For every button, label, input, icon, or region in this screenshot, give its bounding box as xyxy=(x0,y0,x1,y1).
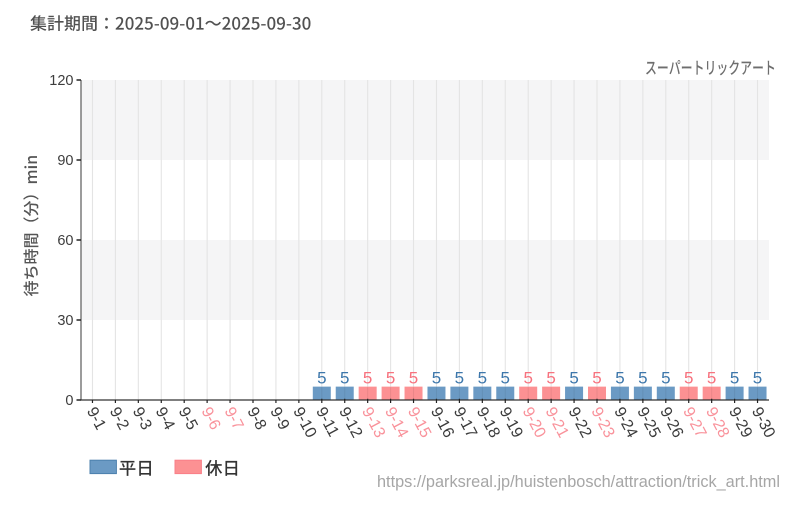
svg-text:5: 5 xyxy=(409,369,418,388)
svg-text:60: 60 xyxy=(57,233,73,249)
svg-text:5: 5 xyxy=(386,369,395,388)
svg-text:5: 5 xyxy=(753,369,762,388)
svg-text:90: 90 xyxy=(57,153,73,169)
svg-text:5: 5 xyxy=(317,369,326,388)
svg-text:5: 5 xyxy=(569,369,578,388)
svg-text:5: 5 xyxy=(638,369,647,388)
svg-text:5: 5 xyxy=(684,369,693,388)
svg-text:5: 5 xyxy=(615,369,624,388)
svg-text:0: 0 xyxy=(65,393,73,409)
svg-text:5: 5 xyxy=(478,369,487,388)
svg-text:https://parksreal.jp/huistenbo: https://parksreal.jp/huistenbosch/attrac… xyxy=(377,473,780,491)
svg-text:120: 120 xyxy=(49,73,73,89)
svg-text:5: 5 xyxy=(546,369,555,388)
svg-text:30: 30 xyxy=(57,313,73,329)
svg-text:5: 5 xyxy=(340,369,349,388)
svg-text:5: 5 xyxy=(523,369,532,388)
svg-text:5: 5 xyxy=(363,369,372,388)
svg-text:5: 5 xyxy=(592,369,601,388)
svg-text:5: 5 xyxy=(730,369,739,388)
svg-text:5: 5 xyxy=(707,369,716,388)
svg-text:5: 5 xyxy=(455,369,464,388)
svg-text:5: 5 xyxy=(501,369,510,388)
svg-text:5: 5 xyxy=(661,369,670,388)
svg-text:5: 5 xyxy=(432,369,441,388)
